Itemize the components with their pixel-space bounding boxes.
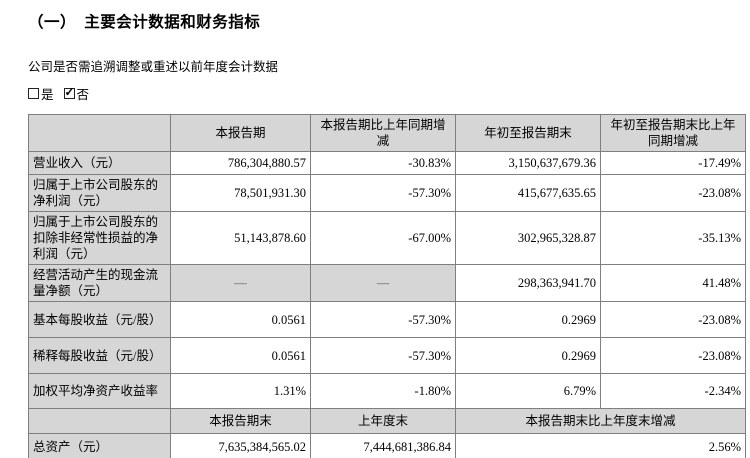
row-label-total-assets: 总资产（元） [28,433,171,458]
row-label-revenue: 营业收入（元） [28,151,171,175]
cell-value: 0.0561 [170,301,311,338]
cell-value: 1.31% [170,373,311,409]
cell-value: 298,363,941.70 [455,264,601,302]
table-row: 稀释每股收益（元/股） 0.0561 -57.30% 0.2969 -23.08… [28,337,746,374]
cell-value: 41.48% [600,264,746,302]
header-cell-ytd-yoy-change: 年初至报告期末比上年同期增减 [600,114,746,152]
table-row: 加权平均净资产收益率 1.31% -1.80% 6.79% -2.34% [28,373,746,409]
cell-value: 6.79% [455,373,601,409]
checkbox-yes-label: 是 [41,88,54,102]
cell-value: -2.34% [600,373,746,409]
row-label-basic-eps: 基本每股收益（元/股） [28,301,171,338]
cell-value: -57.30% [310,301,456,338]
table-row: 归属于上市公司股东的净利润（元） 78,501,931.30 -57.30% 4… [28,174,746,212]
restatement-question: 公司是否需追溯调整或重述以前年度会计数据 [28,60,279,74]
cell-value: -35.13% [600,211,746,265]
cell-value: -23.08% [600,301,746,338]
header-cell-current-period: 本报告期 [170,114,311,152]
cell-value-dash: — [310,264,456,302]
header-cell-prior-yearend: 上年度末 [310,408,456,434]
table-row: 经营活动产生的现金流量净额（元） — — 298,363,941.70 41.4… [28,264,746,302]
cell-value: -57.30% [310,174,456,212]
table-row: 总资产（元） 7,635,384,565.02 7,444,681,386.84… [28,433,746,458]
header-cell-blank [28,114,171,152]
section-title: （一） 主要会计数据和财务指标 [28,14,261,31]
cell-value: -23.08% [600,174,746,212]
row-label-net-profit: 归属于上市公司股东的净利润（元） [28,174,171,212]
cell-value: 2.56% [455,433,746,458]
cell-value: 7,635,384,565.02 [170,433,311,458]
table-row: 归属于上市公司股东的扣除非经常性损益的净利润（元） 51,143,878.60 … [28,211,746,265]
cell-value: -30.83% [310,151,456,175]
row-label-diluted-eps: 稀释每股收益（元/股） [28,337,171,374]
row-label-net-profit-excl-nonrecurring: 归属于上市公司股东的扣除非经常性损益的净利润（元） [28,211,171,265]
cell-value: 415,677,635.65 [455,174,601,212]
financial-indicators-table: 本报告期 本报告期比上年同期增减 年初至报告期末 年初至报告期末比上年同期增减 … [28,114,746,458]
header-row-yearend: 本报告期末 上年度末 本报告期末比上年度末增减 [28,408,746,434]
checkbox-no-box-checked[interactable]: ✓ [63,85,75,99]
table-row: 营业收入（元） 786,304,880.57 -30.83% 3,150,637… [28,151,746,175]
cell-value: -57.30% [310,337,456,374]
header-cell-period-end: 本报告期末 [170,408,311,434]
checkbox-no-label: 否 [76,88,90,102]
header-cell-yearend-change: 本报告期末比上年度末增减 [455,408,746,434]
header-cell-period-yoy-change: 本报告期比上年同期增减 [310,114,456,152]
header-cell-ytd: 年初至报告期末 [455,114,601,152]
checkbox-yes-box[interactable] [28,88,39,99]
cell-value: 786,304,880.57 [170,151,311,175]
cell-value: -17.49% [600,151,746,175]
checkbox-yes[interactable]: 是 [28,84,54,103]
cell-value: -1.80% [310,373,456,409]
row-label-weighted-avg-roe: 加权平均净资产收益率 [28,373,171,409]
cell-value: -23.08% [600,337,746,374]
header-row-period: 本报告期 本报告期比上年同期增减 年初至报告期末 年初至报告期末比上年同期增减 [28,114,746,152]
cell-value: 0.0561 [170,337,311,374]
cell-value-dash: — [170,264,311,302]
cell-value: 0.2969 [455,337,601,374]
cell-value: 78,501,931.30 [170,174,311,212]
checkmark-icon: ✓ [64,85,75,99]
cell-value: 3,150,637,679.36 [455,151,601,175]
cell-value: 302,965,328.87 [455,211,601,265]
row-label-operating-cash-flow: 经营活动产生的现金流量净额（元） [28,264,171,302]
cell-value: 7,444,681,386.84 [310,433,456,458]
cell-value: -67.00% [310,211,456,265]
cell-value: 0.2969 [455,301,601,338]
header-cell-blank [28,408,171,434]
restatement-answer: 是 ✓ 否 [28,84,745,103]
cell-value: 51,143,878.60 [170,211,311,265]
checkbox-no[interactable]: ✓ 否 [63,84,90,103]
table-row: 基本每股收益（元/股） 0.0561 -57.30% 0.2969 -23.08… [28,301,746,338]
